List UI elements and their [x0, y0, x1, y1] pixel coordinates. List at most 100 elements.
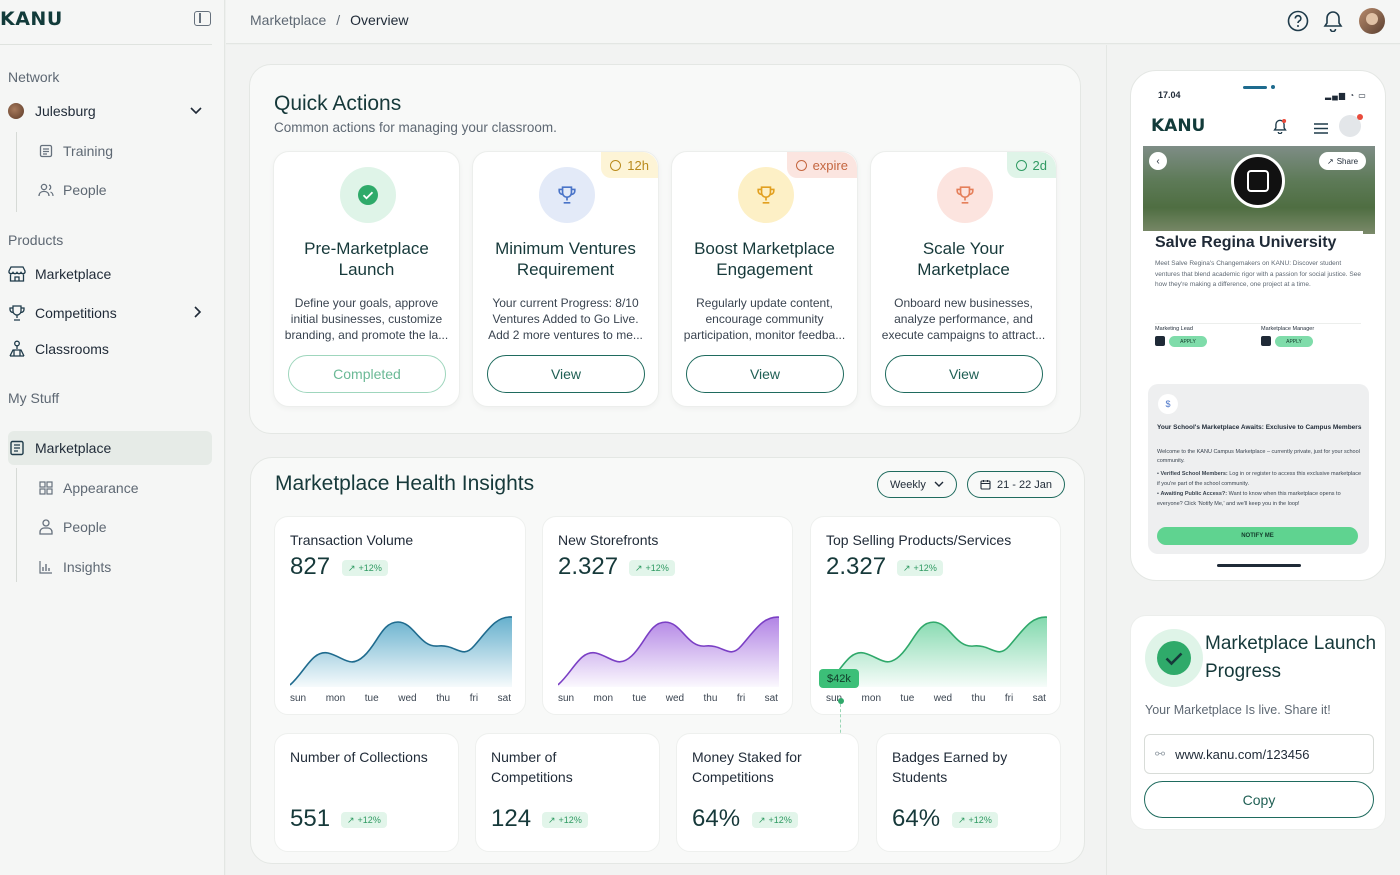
document-icon	[38, 143, 54, 159]
apply-button[interactable]: APPLY	[1169, 336, 1207, 347]
breadcrumb-marketplace[interactable]: Marketplace	[250, 12, 327, 28]
notify-me-button[interactable]: NOTIFY ME	[1157, 527, 1358, 545]
stat-card-collections: Number of Collections 551 ↗ +12%	[274, 733, 459, 852]
chart-card-top-selling: Top Selling Products/Services 2.327 ↗ +12…	[810, 516, 1061, 774]
sidebar-item-insights[interactable]: Insights	[38, 552, 111, 582]
launch-progress-card: Marketplace Launch Progress Your Marketp…	[1130, 615, 1386, 830]
action-card-title: Pre-Marketplace Launch	[304, 239, 429, 279]
kanu-logo[interactable]: KANU	[0, 8, 63, 30]
breadcrumb: Marketplace / Overview	[250, 12, 409, 28]
change-badge: ↗ +12%	[542, 812, 588, 828]
trend-up-icon: ↗	[903, 562, 911, 573]
quick-actions-title: Quick Actions	[274, 92, 402, 115]
action-card-desc: Your current Progress: 8/10 Ventures Add…	[488, 296, 643, 342]
sidebar-item-competitions[interactable]: Competitions	[8, 296, 212, 330]
phone-time: 17.04	[1158, 90, 1181, 100]
sidebar-item-classrooms[interactable]: Classrooms	[8, 332, 212, 366]
check-circle-icon	[340, 167, 396, 223]
tree-line	[16, 468, 17, 582]
x-axis-days: sun mon tue wed thu fri sat	[558, 693, 778, 704]
sidebar-item-appearance[interactable]: Appearance	[38, 473, 139, 503]
stat-value: 827	[290, 553, 331, 580]
trend-up-icon: ↗	[635, 562, 643, 573]
x-axis-days: sun mon tue wed thu fri sat	[290, 693, 511, 704]
date-range-picker[interactable]: 21 - 22 Jan	[967, 471, 1066, 498]
copy-button[interactable]: Copy	[1144, 781, 1374, 818]
bell-icon[interactable]	[1321, 9, 1345, 33]
action-card-scale-marketplace: 2d Scale Your Marketplace Onboard new bu…	[870, 151, 1057, 407]
completed-button[interactable]: Completed	[288, 355, 446, 393]
clock-icon	[1015, 159, 1027, 171]
view-button[interactable]: View	[487, 355, 645, 393]
store-icon	[8, 265, 26, 283]
sidebar-item-training[interactable]: Training	[38, 136, 113, 166]
bar-chart-icon	[38, 559, 54, 575]
link-icon: ⚯	[1155, 747, 1166, 761]
phone-preview: 17.04 ▂▄▆ ◔ ▭ KANU ‹ ↗ Share Salve Regina…	[1130, 70, 1386, 581]
action-card-title: Scale Your Marketplace	[917, 239, 1010, 279]
section-network: Network	[8, 69, 60, 85]
sidebar-item-people[interactable]: People	[38, 175, 107, 205]
trend-up-icon: ↗	[347, 814, 355, 825]
status-icons: ▂▄▆ ◔ ▭	[1325, 91, 1367, 100]
apply-button[interactable]: APPLY	[1275, 336, 1313, 347]
stat-label: Badges Earned by Students	[892, 749, 1008, 785]
action-card-minimum-ventures: 12h Minimum Ventures Requirement Your cu…	[472, 151, 659, 407]
sidebar-item-marketplace[interactable]: Marketplace	[8, 257, 212, 291]
role-label: Marketing Lead	[1155, 326, 1193, 332]
trophy-icon	[937, 167, 993, 223]
sidebar-collapse-icon[interactable]	[194, 11, 211, 26]
help-icon[interactable]	[1286, 9, 1310, 33]
x-axis-days: sun mon tue wed thu fri sat	[826, 693, 1046, 704]
university-desc: Meet Salve Regina's Changemakers on KANU…	[1155, 260, 1361, 288]
divider	[1155, 323, 1361, 324]
phone-menu-icon	[1314, 121, 1328, 139]
classroom-icon	[8, 340, 26, 358]
calendar-icon	[980, 480, 991, 490]
stat-label: Money Staked for Competitions	[692, 749, 802, 785]
stat-label: New Storefronts	[558, 532, 659, 548]
tree-line	[16, 132, 17, 212]
sidebar: KANU Network Julesburg Training People P…	[0, 0, 225, 875]
trend-up-icon: ↗	[758, 814, 766, 825]
view-button[interactable]: View	[885, 355, 1043, 393]
share-icon: ↗	[1327, 156, 1334, 166]
grid-icon	[38, 480, 54, 496]
notice-body: Welcome to the KANU Campus Marketplace –…	[1157, 449, 1360, 464]
topbar: Marketplace / Overview	[226, 0, 1400, 44]
launch-title: Marketplace Launch Progress	[1205, 633, 1377, 682]
sidebar-item-label: Julesburg	[35, 103, 96, 119]
time-badge: expire	[786, 152, 857, 178]
document-icon	[8, 439, 26, 457]
role-icon	[1261, 336, 1271, 346]
sidebar-item-julesburg[interactable]: Julesburg	[8, 94, 212, 128]
share-button[interactable]: ↗ Share	[1319, 152, 1367, 170]
trend-up-icon: ↗	[958, 814, 966, 825]
share-url-field[interactable]: ⚯ www.kanu.com/123456	[1144, 734, 1374, 774]
stat-label: Transaction Volume	[290, 532, 414, 548]
chart-card-new-storefronts: New Storefronts 2.327 ↗ +12% sun mon tue wed…	[542, 516, 793, 715]
change-badge: ↗ +12%	[341, 812, 387, 828]
chart-tooltip: $42k	[819, 669, 859, 688]
action-card-boost-engagement: expire Boost Marketplace Engagement Regu…	[671, 151, 858, 407]
quick-actions-subtitle: Common actions for managing your classro…	[274, 120, 557, 135]
notice-title: Your School's Marketplace Awaits: Exclus…	[1157, 424, 1362, 431]
phone-notch	[1243, 86, 1267, 89]
trend-up-icon: ↗	[548, 814, 556, 825]
sidebar-item-people[interactable]: People	[38, 512, 107, 542]
sidebar-item-label: Marketplace	[35, 440, 112, 456]
user-avatar[interactable]	[1359, 8, 1385, 34]
action-card-desc: Regularly update content, encourage comm…	[683, 296, 846, 342]
university-card: Salve Regina University Meet Salve Regin…	[1143, 231, 1363, 366]
coin-icon: $	[1158, 394, 1178, 414]
period-select[interactable]: Weekly	[877, 471, 957, 498]
area-chart	[290, 616, 512, 687]
view-button[interactable]: View	[686, 355, 844, 393]
back-icon[interactable]: ‹	[1149, 152, 1167, 170]
sidebar-item-label: Competitions	[35, 305, 117, 321]
trophy-icon	[738, 167, 794, 223]
sidebar-item-my-marketplace[interactable]: Marketplace	[8, 431, 212, 465]
action-card-desc: Onboard new businesses, analyze performa…	[881, 296, 1046, 342]
stat-card-money-staked: Money Staked for Competitions 64% ↗ +12%	[676, 733, 859, 852]
change-badge: ↗ +12%	[897, 560, 943, 576]
